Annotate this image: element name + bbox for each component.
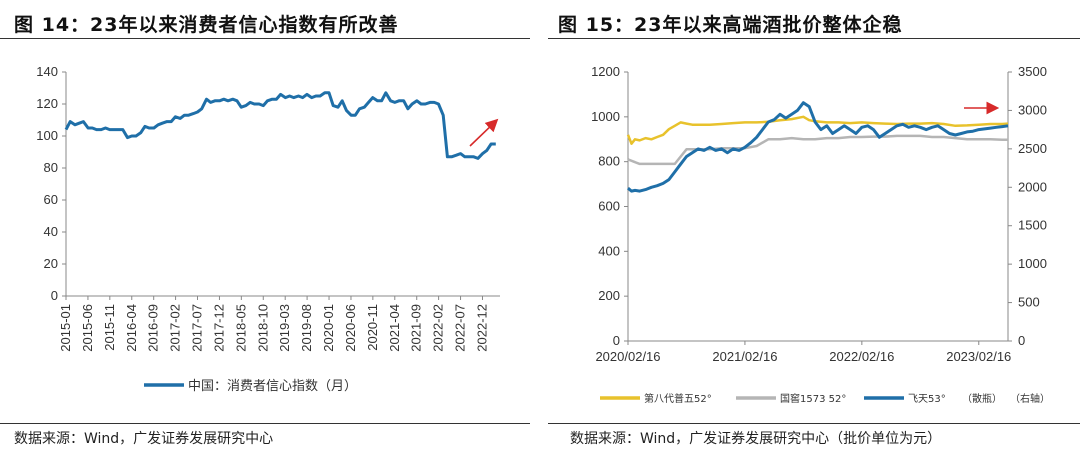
x-tick-label: 2016-09 (146, 304, 161, 352)
legend-label-wuliangye: 第八代普五52° (644, 392, 712, 405)
y-tick-label: 120 (36, 96, 58, 111)
legend-label-consumer-confidence: 中国：消费者信心指数（月） (188, 379, 357, 394)
y-tick-label: 60 (44, 192, 58, 207)
x-tick-label: 2018-10 (255, 304, 270, 352)
y-tick-label-left: 200 (598, 288, 620, 303)
x-tick-label: 2015-01 (58, 304, 73, 352)
left-source-note: 数据来源：Wind，广发证券发展研究中心 (14, 431, 274, 447)
x-tick-label: 2018-05 (233, 304, 248, 352)
series-line-feitian (627, 101, 1009, 193)
y-tick-label-right: 500 (1018, 295, 1040, 310)
right-source-rule (548, 423, 1080, 424)
liquor-price-chart: 0 200 400 600 800 1000 1200 0 500 1000 1500 2000 250… (591, 64, 1050, 405)
y-tick-label: 140 (36, 64, 58, 79)
y-tick-label-right: 3000 (1018, 102, 1047, 117)
legend-note-right-axis: （右轴） (1010, 392, 1050, 405)
x-tick-label: 2021-04 (387, 304, 402, 352)
x-tick-label: 2021/02/16 (712, 349, 777, 364)
trend-arrow (469, 118, 499, 147)
series-line-wuliangye (626, 115, 1009, 145)
x-tick-label: 2021-09 (409, 304, 424, 352)
left-source-rule (0, 423, 530, 424)
y-tick-label: 40 (44, 224, 58, 239)
y-tick-label-right: 2000 (1018, 179, 1047, 194)
y-tick-label-right: 3500 (1018, 64, 1047, 79)
x-tick-label: 2022/02/16 (829, 349, 894, 364)
x-tick-label: 2016-04 (124, 304, 139, 352)
right-figure-title: 图 15：23年以来高端酒批价整体企稳 (558, 14, 903, 36)
series-line-guojiao1573 (627, 134, 1008, 166)
y-tick-label-left: 800 (598, 154, 620, 169)
y-tick-label-left: 0 (613, 333, 620, 348)
y-tick-label: 20 (44, 256, 58, 271)
x-tick-label: 2015-06 (80, 304, 95, 352)
y-tick-label: 0 (51, 288, 58, 303)
x-tick-label: 2019-03 (277, 304, 292, 352)
y-tick-label-right: 0 (1018, 333, 1025, 348)
y-tick-label: 100 (36, 128, 58, 143)
x-tick-label: 2023/02/16 (946, 349, 1011, 364)
legend-label-guojiao1573: 国窖1573 52° (780, 392, 846, 405)
left-title-rule (0, 38, 530, 39)
y-tick-label: 80 (44, 160, 58, 175)
right-source-note: 数据来源：Wind，广发证券发展研究中心（批价单位为元） (570, 431, 942, 447)
consumer-confidence-chart: 0 20 40 60 80 100 120 140 2015-01 2015-06 2015-11 2… (36, 64, 500, 394)
x-tick-label: 2020-11 (365, 304, 380, 351)
x-tick-label: 2022-02 (431, 304, 446, 352)
y-tick-label-left: 400 (598, 243, 620, 258)
y-tick-label-right: 1500 (1018, 218, 1047, 233)
right-title-rule (548, 38, 1080, 39)
series-line-consumer-confidence (64, 91, 496, 160)
y-tick-label-left: 1200 (591, 64, 620, 79)
x-tick-label: 2022-07 (453, 304, 468, 352)
x-tick-label: 2017-02 (168, 304, 183, 352)
left-figure-panel: 图 14：23年以来消费者信心指数有所改善 0 20 40 60 80 100 120 140… (0, 0, 530, 461)
y-tick-label-right: 2500 (1018, 141, 1047, 156)
legend-label-feitian: 飞天53° (908, 394, 946, 405)
right-figure-panel: 图 15：23年以来高端酒批价整体企稳 0 200 400 600 800 1000 120… (548, 0, 1080, 461)
x-tick-label: 2019-08 (299, 304, 314, 352)
legend-note-loose-bottle: （散瓶） (962, 392, 1002, 405)
y-tick-label-left: 600 (598, 199, 620, 214)
x-tick-label: 2020-01 (321, 304, 336, 352)
x-tick-label: 2015-11 (102, 304, 117, 351)
y-tick-label-left: 1000 (591, 109, 620, 124)
y-tick-label-right: 1000 (1018, 256, 1047, 271)
x-tick-label: 2017-12 (211, 304, 226, 352)
left-figure-title: 图 14：23年以来消费者信心指数有所改善 (14, 14, 399, 36)
x-tick-label: 2017-07 (190, 304, 205, 352)
x-tick-label: 2022-12 (474, 304, 489, 352)
x-tick-label: 2020-06 (343, 304, 358, 352)
x-tick-label: 2020/02/16 (595, 349, 660, 364)
